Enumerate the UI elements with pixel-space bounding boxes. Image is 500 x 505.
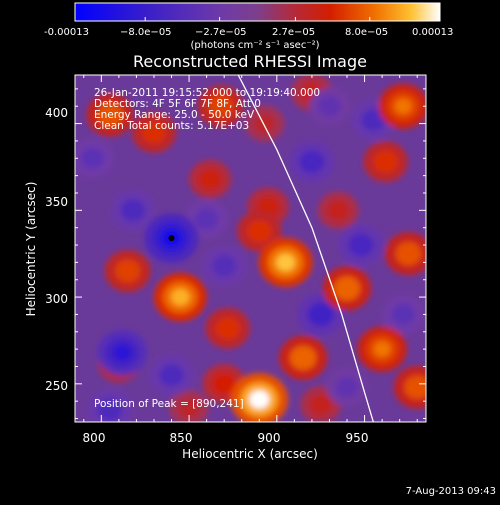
colorbar-tick-4: 8.0e−05 [345,27,388,38]
heatmap-blob [178,398,200,419]
y-tick-350: 350 [45,195,68,209]
heatmap-blob [361,108,386,132]
heatmap-blob [335,377,359,398]
heatmap-blob [159,363,184,387]
heatmap-blob [215,317,240,340]
x-axis-label: Heliocentric X (arcsec) [182,447,318,461]
min-marker-dot [168,235,175,242]
heatmap-blob [299,150,325,174]
heatmap-blob [212,372,237,395]
heatmap-blob [113,344,132,361]
heatmap-blob [289,345,317,370]
solar-limb [237,75,374,422]
heatmap-blob [97,103,123,127]
heatmap-blob [249,390,270,409]
x-tick-950: 950 [346,431,369,445]
heatmap-blob [247,219,272,243]
heatmap-blob [395,241,422,266]
colorbar-unit-label: (photons cm⁻² s⁻¹ asec⁻²) [190,40,319,51]
footer-date: 7-Aug-2013 09:43 [406,486,496,497]
heatmap-blob [327,200,350,221]
heatmap-blob [171,288,190,306]
heatmap-blob [253,113,276,134]
heatmap-blob [373,150,398,173]
heatmap-blob [208,94,234,118]
heatmap-blob [373,341,391,358]
heatmap-blobs [75,75,426,422]
heatmap-blob [391,303,415,326]
heatmap-blob [394,98,412,115]
axis-ticks [75,75,426,422]
peak-position-label: Position of Peak = [890,241] [94,398,244,410]
x-tick-850: 850 [170,431,193,445]
heatmap-blob [404,375,426,400]
heatmap-blob [333,276,361,301]
chart-title: Reconstructed RHESSI Image [133,52,367,71]
heatmap-blob [141,121,167,144]
heatmap-blob [120,199,146,222]
heatmap-blob [318,95,341,117]
heatmap-blob [198,168,222,190]
colorbar [74,2,441,22]
colorbar-tick-1: −8.0e−05 [120,27,172,38]
heatmap-area [75,75,426,422]
colorbar-ticks [74,17,441,21]
x-tick-800: 800 [83,431,106,445]
plot-frame [74,74,427,423]
y-tick-250: 250 [45,379,68,393]
heatmap-blob [97,398,123,422]
annotation-time-range: 26-Jan-2011 19:15:52.000 to 19:19:40.000 [94,87,320,99]
colorbar-tick-3: 2.7e−05 [272,27,315,38]
heatmap-blob [81,147,105,169]
heatmap-blob [309,394,332,415]
min-marker [168,235,175,242]
heatmap-blob [195,208,219,230]
x-tick-900: 900 [258,431,281,445]
colorbar-tick-2: −2.7e−05 [195,27,247,38]
colorbar-tick-5: 0.00013 [412,27,453,38]
y-tick-400: 400 [45,106,68,120]
heatmap-blob [115,259,141,283]
heatmap-blob [212,254,237,277]
heatmap-blob [276,253,296,272]
y-axis-label: Heliocentric Y (arcsec) [24,182,38,317]
y-tick-300: 300 [45,292,68,306]
heatmap-blob [307,302,334,327]
colorbar-tick-0: -0.00013 [44,27,89,38]
annotation-clean-counts: Clean Total counts: 5.17E+03 [94,120,249,132]
heatmap-blob [348,233,374,257]
annotation-detectors: Detectors: 4F 5F 6F 7F 8F, Att 0 [94,98,261,110]
annotation-energy-range: Energy Range: 25.0 - 50.0 keV [94,109,255,121]
